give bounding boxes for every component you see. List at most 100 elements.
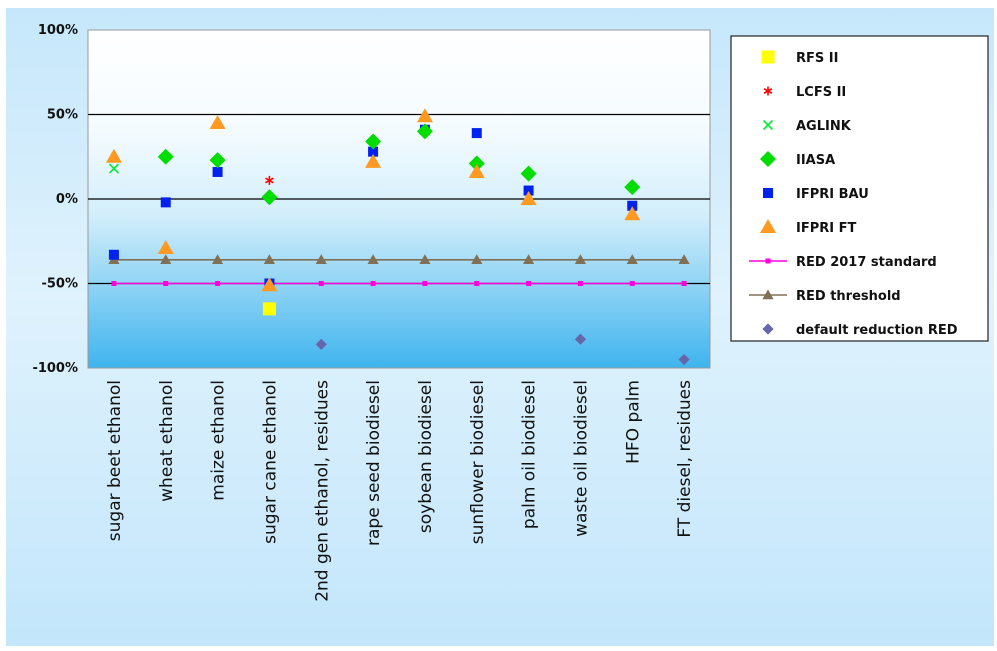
- point-iiasa-wheat-ethanol: [157, 148, 174, 165]
- legend-marker: [762, 323, 774, 335]
- point-ifpri-ft-sugar-cane-ethanol: [261, 277, 278, 292]
- legend-item-ifpri-ft: IFPRI FT: [760, 219, 856, 236]
- point-red-2017-standard-sunflower-biodiesel: [474, 281, 480, 286]
- series-aglink: [108, 163, 119, 174]
- legend-item-red-2017-standard: RED 2017 standard: [749, 255, 937, 270]
- legend-label: IFPRI BAU: [796, 187, 869, 202]
- point-red-threshold-soybean-biodiesel: [419, 254, 431, 265]
- point-ifpri-bau-hfo-palm: [627, 200, 638, 211]
- point-iiasa-rape-seed-biodiesel: [365, 133, 382, 150]
- x-tick-label: sugar cane ethanol: [260, 380, 280, 544]
- point-red-2017-standard-ft-diesel-residues: [681, 281, 687, 286]
- y-tick-label: -100%: [32, 361, 78, 376]
- x-tick-label: maize ethanol: [209, 380, 229, 501]
- point-lcfs-ii-sugar-cane-ethanol: [265, 175, 274, 185]
- point-red-2017-standard-rape-seed-biodiesel: [370, 281, 376, 286]
- legend-marker: [760, 151, 776, 167]
- point-red-threshold-ft-diesel-residues: [678, 254, 690, 265]
- y-tick-label: 0%: [56, 192, 78, 207]
- point-red-threshold-sunflower-biodiesel: [471, 254, 483, 265]
- legend-item-default-reduction-red: default reduction RED: [762, 323, 958, 338]
- point-aglink-sugar-beet-ethanol: [108, 163, 119, 174]
- y-axis-ticks: 100% 50% 0% -50% -100%: [32, 23, 78, 376]
- point-red-threshold-maize-ethanol: [211, 254, 224, 265]
- point-red-2017-standard-maize-ethanol: [215, 281, 221, 286]
- legend-label: AGLINK: [796, 119, 852, 134]
- legend-label: RED 2017 standard: [796, 255, 937, 270]
- legend-item-iiasa: IIASA: [760, 151, 835, 168]
- x-tick-label: rape seed biodiesel: [364, 380, 384, 546]
- series-red-threshold: [108, 254, 690, 265]
- series-red-2017-standard: [111, 281, 687, 286]
- point-red-2017-standard-hfo-palm: [629, 281, 635, 286]
- x-tick-label: palm oil biodiesel: [520, 380, 540, 529]
- point-red-2017-standard-sugar-beet-ethanol: [111, 281, 117, 286]
- point-red-threshold-sugar-cane-ethanol: [263, 254, 276, 265]
- point-ifpri-ft-wheat-ethanol: [157, 240, 174, 255]
- legend-item-aglink: AGLINK: [762, 119, 852, 134]
- series-default-reduction-red: [315, 333, 690, 366]
- series-iiasa: [157, 123, 641, 206]
- point-ifpri-ft-hfo-palm: [624, 206, 641, 221]
- x-tick-label: 2nd gen ethanol, residues: [312, 380, 332, 602]
- point-default-reduction-red-2nd-gen-ethanol-residues: [315, 338, 327, 350]
- point-default-reduction-red-waste-oil-biodiesel: [574, 333, 587, 345]
- point-ifpri-bau-maize-ethanol: [212, 166, 223, 177]
- point-red-threshold-palm-oil-biodiesel: [522, 254, 535, 265]
- legend-box: [730, 35, 989, 342]
- point-ifpri-ft-sunflower-biodiesel: [468, 163, 485, 178]
- point-ifpri-ft-palm-oil-biodiesel: [520, 191, 537, 205]
- legend-marker: [762, 119, 774, 131]
- legend-label: IIASA: [796, 153, 835, 168]
- legend-label: IFPRI FT: [796, 221, 856, 236]
- x-axis-categories: sugar beet ethanol wheat ethanol maize eth…: [105, 380, 695, 602]
- point-red-2017-standard-wheat-ethanol: [163, 281, 169, 286]
- x-tick-label: wheat ethanol: [157, 380, 177, 502]
- legend-item-lcfs-ii: LCFS II: [763, 85, 846, 100]
- point-iiasa-sugar-cane-ethanol: [261, 189, 278, 206]
- series-lcfs-ii: [265, 175, 274, 185]
- point-ifpri-ft-soybean-biodiesel: [416, 108, 433, 123]
- x-tick-label: sunflower biodiesel: [468, 380, 488, 544]
- legend-marker: [763, 188, 773, 198]
- legend-label: LCFS II: [796, 85, 846, 100]
- legend-marker: [763, 86, 773, 96]
- point-red-threshold-2nd-gen-ethanol-residues: [315, 254, 327, 265]
- y-tick-label: 50%: [47, 108, 78, 123]
- point-iiasa-palm-oil-biodiesel: [520, 165, 537, 182]
- point-red-threshold-rape-seed-biodiesel: [367, 254, 379, 265]
- legend-label: RED threshold: [796, 289, 901, 304]
- point-iiasa-maize-ethanol: [209, 152, 226, 169]
- legend-item-rfs-ii: RFS II: [761, 50, 838, 66]
- point-red-2017-standard-soybean-biodiesel: [422, 281, 428, 286]
- legend-marker: [765, 258, 771, 264]
- point-red-2017-standard-waste-oil-biodiesel: [577, 281, 583, 286]
- point-ifpri-bau-sunflower-biodiesel: [471, 128, 482, 139]
- x-tick-label: HFO palm: [623, 380, 643, 464]
- x-tick-label: soybean biodiesel: [416, 380, 436, 533]
- point-red-threshold-hfo-palm: [626, 254, 638, 265]
- data-series: [105, 108, 690, 366]
- point-red-threshold-waste-oil-biodiesel: [574, 254, 587, 265]
- x-tick-label: waste oil biodiesel: [571, 380, 591, 537]
- point-iiasa-sunflower-biodiesel: [468, 155, 485, 172]
- point-red-threshold-wheat-ethanol: [160, 254, 172, 265]
- series-ifpri-ft: [105, 108, 641, 292]
- point-red-2017-standard-2nd-gen-ethanol-residues: [318, 281, 324, 286]
- y-tick-label: -50%: [41, 277, 78, 292]
- legend-marker: [762, 289, 774, 300]
- x-tick-label: FT diesel, residues: [675, 380, 695, 538]
- point-default-reduction-red-ft-diesel-residues: [678, 353, 690, 366]
- point-ifpri-bau-wheat-ethanol: [160, 197, 171, 208]
- series-rfs-ii: [262, 302, 276, 316]
- point-ifpri-ft-maize-ethanol: [209, 114, 226, 129]
- point-iiasa-soybean-biodiesel: [416, 123, 433, 140]
- point-ifpri-ft-sugar-beet-ethanol: [105, 148, 122, 163]
- legend-label: RFS II: [796, 51, 838, 66]
- legend-label: default reduction RED: [796, 323, 958, 338]
- legend-marker: [761, 50, 775, 64]
- point-ifpri-ft-rape-seed-biodiesel: [365, 153, 382, 168]
- legend-item-red-threshold: RED threshold: [749, 289, 901, 304]
- legend-marker: [760, 219, 776, 233]
